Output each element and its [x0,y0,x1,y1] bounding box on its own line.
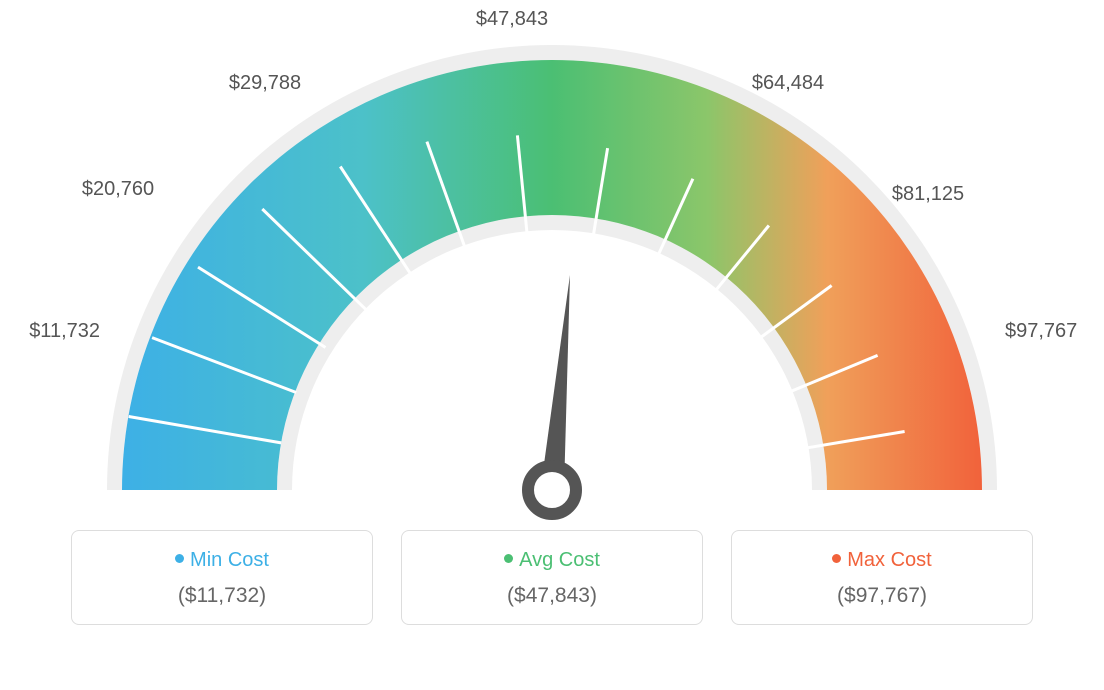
legend-title-min: Min Cost [72,549,372,572]
gauge-tick-label: $20,760 [82,178,154,201]
legend-title-avg: Avg Cost [402,549,702,572]
gauge-tick-label: $97,767 [1005,320,1077,343]
dot-icon-min [175,554,184,563]
gauge-chart: $11,732 $20,760 $29,788 $47,843 $64,484 $81,1… [0,0,1104,530]
dot-icon-max [832,554,841,563]
gauge-needle [528,275,576,514]
legend-card-max: Max Cost ($97,767) [731,530,1033,625]
gauge-tick-label: $47,843 [476,8,548,31]
legend-title-min-text: Min Cost [190,549,269,571]
gauge-tick-label: $29,788 [229,72,301,95]
legend-value-avg: ($47,843) [402,584,702,608]
legend-title-max-text: Max Cost [847,549,931,571]
gauge-tick-label: $81,125 [892,183,964,206]
legend-title-avg-text: Avg Cost [519,549,600,571]
legend-card-min: Min Cost ($11,732) [71,530,373,625]
legend-card-avg: Avg Cost ($47,843) [401,530,703,625]
legend-value-min: ($11,732) [72,584,372,608]
gauge-svg [0,0,1104,530]
gauge-tick-label: $11,732 [29,320,100,343]
gauge-tick-label: $64,484 [752,72,824,95]
dot-icon-avg [504,554,513,563]
legend-row: Min Cost ($11,732) Avg Cost ($47,843) Ma… [0,530,1104,655]
legend-title-max: Max Cost [732,549,1032,572]
legend-value-max: ($97,767) [732,584,1032,608]
